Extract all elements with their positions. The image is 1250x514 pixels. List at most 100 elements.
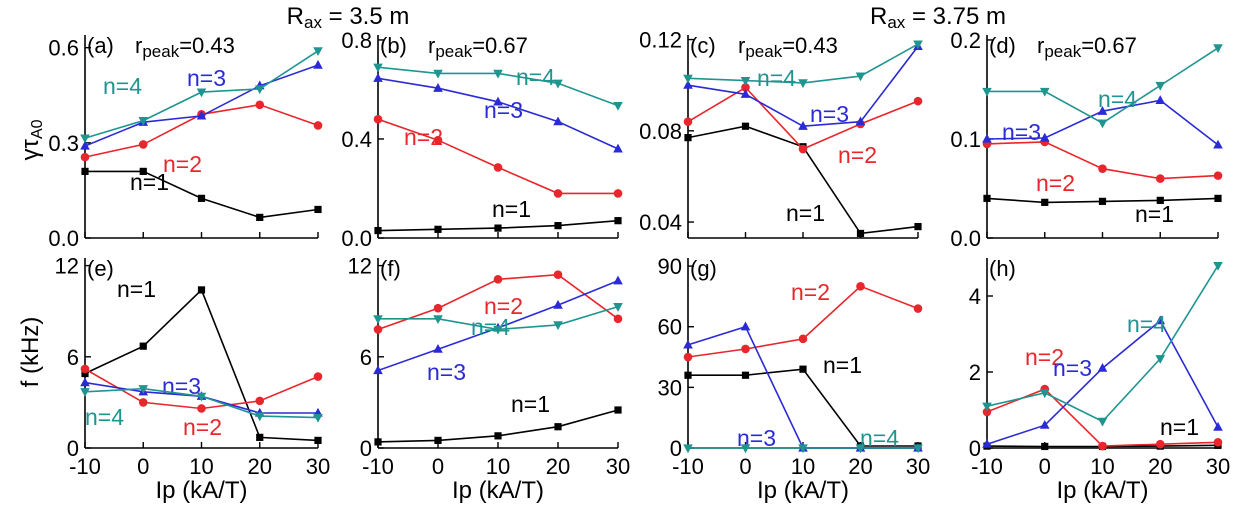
data-point-n3 (1213, 421, 1223, 431)
series-label-n1: n=1 (117, 276, 156, 302)
x-tick-label: -10 (971, 454, 1003, 479)
data-point-n4 (1213, 262, 1223, 271)
data-point-n1 (799, 365, 807, 373)
data-point-n3 (80, 140, 90, 150)
data-point-n4 (1155, 81, 1166, 91)
data-point-n2 (433, 303, 443, 313)
y-tick-label: 0.2 (950, 28, 981, 53)
data-point-n3 (1155, 315, 1166, 325)
data-point-n2 (741, 344, 750, 354)
x-tick-label: 30 (306, 454, 330, 479)
data-point-n3 (1039, 420, 1050, 429)
data-point-n4 (80, 388, 90, 397)
data-point-n2 (1155, 174, 1165, 183)
series-label-n4: n=4 (516, 64, 555, 90)
data-point-n4 (1039, 87, 1050, 97)
y-tick-label: 0 (670, 436, 682, 461)
series-label-n2: n=2 (163, 151, 202, 177)
x-tick-label: -10 (69, 454, 101, 479)
data-point-n2 (433, 135, 443, 145)
data-point-n1 (614, 406, 622, 414)
group-title: Rax = 3.75 m (870, 3, 1006, 32)
data-point-n4 (138, 385, 149, 394)
series-label-n2: n=2 (791, 279, 830, 305)
data-point-n1 (197, 286, 206, 294)
x-tick-label: 10 (189, 454, 213, 479)
data-point-n3 (798, 121, 808, 130)
data-point-n2 (255, 396, 265, 406)
data-point-n4 (1213, 44, 1223, 54)
x-tick-label: 0 (1039, 454, 1051, 479)
y-tick-label: 0.1 (950, 127, 981, 152)
data-point-n4 (855, 444, 866, 454)
panel-label: (e) (87, 256, 114, 281)
rpeak-label: rpeak=0.43 (135, 33, 235, 61)
y-axis-title-bottom: f (kHz) (17, 317, 44, 388)
data-point-n4 (855, 72, 866, 82)
data-point-n4 (683, 74, 693, 84)
data-point-n2 (80, 152, 90, 162)
x-tick-label: 0 (739, 454, 751, 479)
data-point-n1 (314, 205, 322, 214)
data-point-n1 (914, 222, 922, 231)
data-point-n4 (613, 303, 623, 312)
rpeak-label: rpeak=0.67 (428, 33, 528, 61)
data-point-n4 (1097, 119, 1108, 129)
chart-panel-c: 0.04 0.08 0.12 (c) rpeak=0.43 n=1 n=2 n=3 n=4 (639, 28, 923, 239)
data-point-n2 (798, 144, 808, 154)
data-point-n4 (1155, 355, 1166, 364)
data-point-n1 (684, 371, 692, 379)
series-label-n1: n=1 (130, 169, 169, 195)
y-tick-label: 12 (55, 254, 79, 279)
data-point-n3 (982, 133, 992, 143)
data-point-n4 (553, 79, 563, 89)
series-label-n2: n=2 (484, 293, 523, 319)
series-label-n4: n=4 (85, 404, 124, 430)
data-point-n2 (613, 189, 623, 198)
data-point-n1 (1214, 194, 1222, 202)
data-point-n4 (982, 87, 992, 97)
data-point-n1 (856, 229, 865, 238)
data-point-n4 (196, 392, 207, 402)
data-point-n1 (434, 436, 442, 444)
y-tick-label: 90 (658, 254, 682, 279)
chart-panel-a: 0.0 0.3 0.6 (a) rpeak=0.43 n=1n=2 n=3 n=4 (48, 33, 323, 251)
data-point-n2 (373, 114, 383, 124)
series-label-n3: n=3 (1053, 355, 1092, 381)
y-tick-label: 0 (360, 436, 372, 461)
y-tick-label: 6 (67, 345, 79, 370)
data-point-n4 (613, 101, 623, 111)
data-point-n3 (493, 96, 503, 106)
series-label-n2: n=2 (1036, 170, 1075, 196)
data-point-n1 (741, 122, 750, 130)
data-point-n2 (313, 121, 323, 130)
group-title: Rax = 3.5 m (287, 3, 410, 32)
y-axis-title-top: γτA0 (17, 119, 46, 160)
data-point-n2 (80, 364, 90, 374)
data-point-n1 (81, 369, 89, 378)
data-point-n4 (313, 47, 323, 57)
x-tick-label: 30 (906, 454, 930, 479)
data-point-n1 (614, 217, 622, 225)
data-point-n2 (493, 163, 503, 172)
data-point-n2 (553, 270, 563, 280)
data-point-n4 (138, 117, 149, 126)
series-label-n1: n=1 (511, 391, 550, 417)
rpeak-label: rpeak=0.43 (738, 33, 838, 61)
chart-panel-h: 024-10 0 10 20 30(h)n=1n=2n=3n=4Ip (kA/T) (969, 256, 1230, 504)
data-point-n4 (254, 85, 265, 95)
data-point-n4 (683, 444, 693, 454)
data-point-n3 (373, 73, 383, 82)
series-label-n2: n=2 (838, 142, 877, 168)
series-label-n1: n=1 (1135, 201, 1174, 227)
y-tick-label: 0.3 (48, 131, 79, 156)
series-line-n2 (986, 141, 1219, 180)
y-tick-label: 0.8 (341, 28, 372, 53)
data-point-n1 (374, 226, 382, 235)
y-tick-label: 0.4 (341, 127, 372, 152)
data-point-n1 (554, 222, 562, 230)
data-point-n2 (1213, 438, 1223, 447)
data-point-n4 (1097, 417, 1108, 427)
data-point-n2 (1213, 171, 1223, 180)
